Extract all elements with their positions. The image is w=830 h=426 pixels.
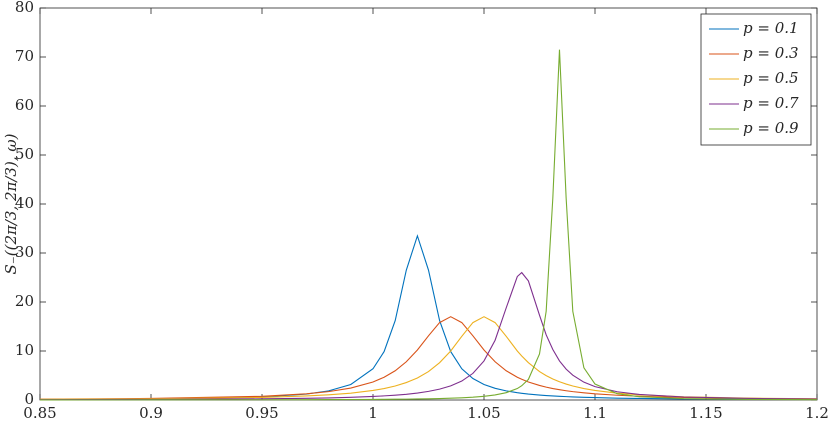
- legend-label: p = 0.5: [743, 69, 799, 87]
- legend-label: p = 0.9: [743, 119, 799, 137]
- y-tick-label: 0: [24, 390, 34, 408]
- axes-box: [39, 7, 818, 401]
- y-tick-label: 10: [15, 341, 34, 359]
- x-tick-label: 0.85: [23, 404, 56, 422]
- y-tick-label: 30: [15, 243, 34, 261]
- y-tick-label: 50: [15, 145, 34, 163]
- y-tick-label: 60: [15, 96, 34, 114]
- y-axis-label: S₋((2π/3, 2π/3), ω): [2, 133, 20, 274]
- y-tick-label: 20: [15, 292, 34, 310]
- x-tick-label: 1.1: [583, 404, 607, 422]
- x-tick-label: 1.15: [689, 404, 722, 422]
- y-tick-label: 80: [15, 0, 34, 16]
- x-tick-label: 0.9: [139, 404, 163, 422]
- x-tick-label: 1.2: [805, 404, 829, 422]
- series-line: [39, 316, 818, 400]
- series-line: [39, 49, 818, 401]
- series-line: [39, 234, 818, 401]
- series-line: [39, 316, 818, 400]
- x-tick-label: 1: [368, 404, 378, 422]
- x-tick-label: 1.05: [467, 404, 500, 422]
- y-tick-label: 40: [15, 194, 34, 212]
- series-line: [39, 271, 818, 401]
- x-tick-label: 0.95: [245, 404, 278, 422]
- legend-label: p = 0.3: [743, 44, 799, 62]
- y-tick-label: 70: [15, 47, 34, 65]
- legend-label: p = 0.1: [743, 19, 799, 37]
- legend-label: p = 0.7: [743, 94, 799, 112]
